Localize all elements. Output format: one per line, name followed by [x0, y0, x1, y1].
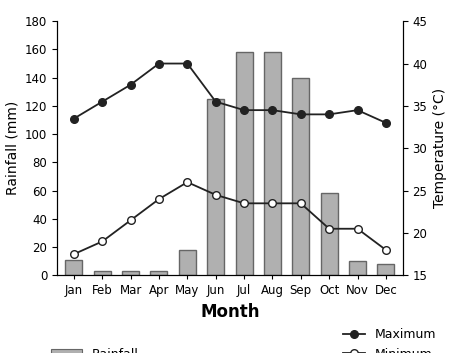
Bar: [264, 52, 281, 275]
Bar: [236, 52, 253, 275]
Bar: [349, 261, 366, 275]
Legend: Maximum, Minimum: Maximum, Minimum: [337, 323, 442, 353]
Y-axis label: Temperature (°C): Temperature (°C): [433, 88, 447, 208]
Bar: [377, 264, 394, 275]
Bar: [320, 193, 337, 275]
Y-axis label: Rainfall (mm): Rainfall (mm): [5, 101, 19, 195]
Bar: [292, 78, 310, 275]
Bar: [207, 99, 224, 275]
Bar: [65, 260, 82, 275]
Bar: [179, 250, 196, 275]
Bar: [94, 271, 111, 275]
Bar: [122, 271, 139, 275]
Bar: [150, 271, 167, 275]
X-axis label: Month: Month: [200, 303, 260, 321]
